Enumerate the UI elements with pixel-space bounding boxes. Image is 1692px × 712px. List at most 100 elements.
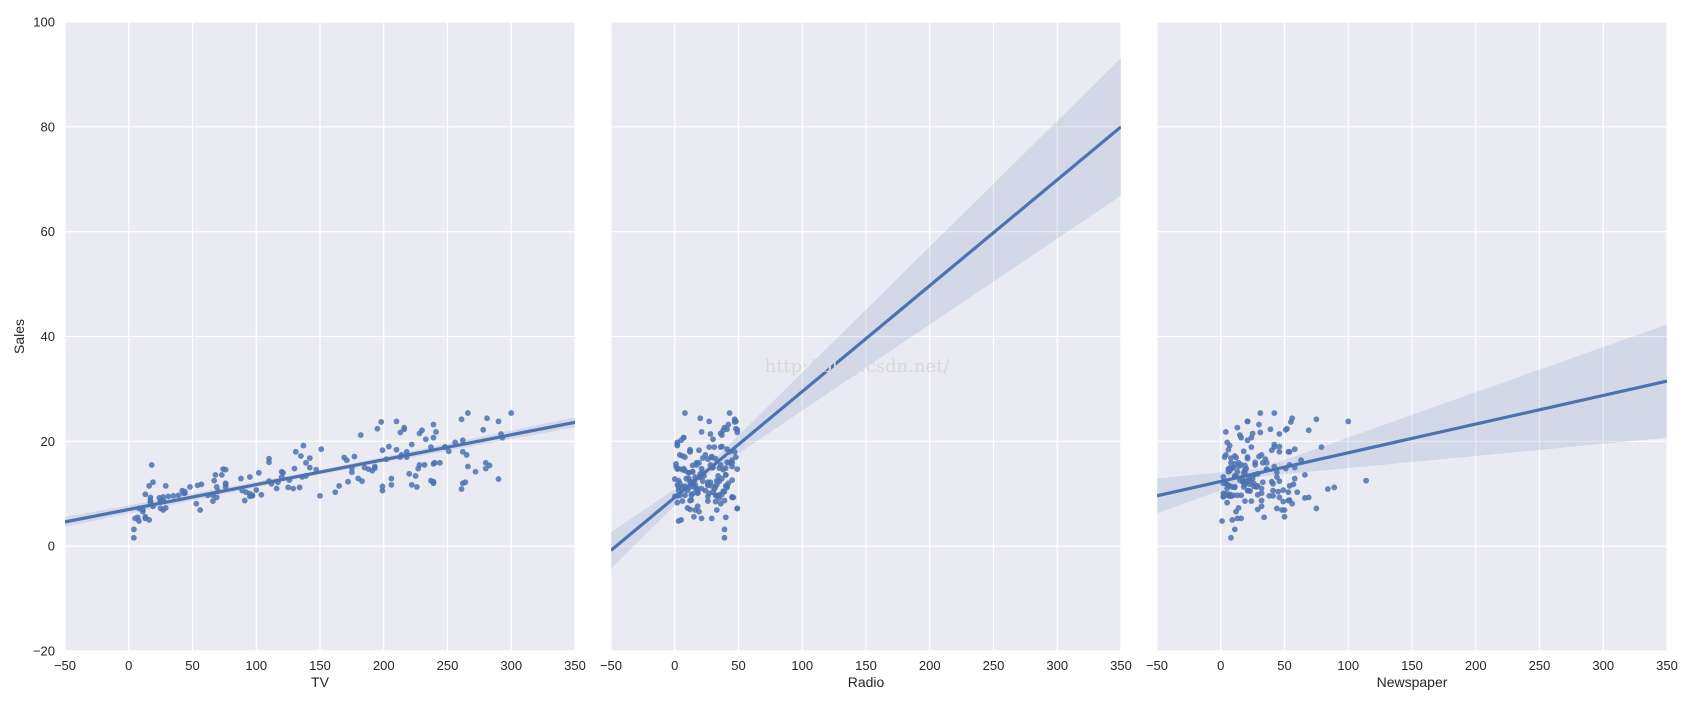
x-tick-label: 200 bbox=[919, 658, 941, 673]
scatter-point bbox=[708, 515, 715, 522]
panels: −50 0 50 100 150 200 250 300 350 TV −20 0 20 40 60 80 10… bbox=[11, 15, 1678, 691]
scatter-point bbox=[1302, 471, 1308, 478]
scatter-point bbox=[459, 437, 466, 444]
scatter-point bbox=[719, 475, 725, 482]
x-tick-label: 150 bbox=[855, 658, 877, 673]
scatter-point bbox=[682, 410, 688, 416]
scatter-point bbox=[428, 444, 434, 450]
scatter-point bbox=[150, 479, 156, 486]
x-tick-label: 250 bbox=[437, 658, 459, 673]
scatter-point bbox=[379, 483, 386, 490]
scatter-point bbox=[721, 497, 728, 504]
scatter-point bbox=[711, 486, 718, 492]
scatter-point bbox=[696, 447, 702, 454]
scatter-point bbox=[1271, 410, 1278, 416]
scatter-point bbox=[359, 478, 365, 485]
scatter-point bbox=[175, 492, 182, 499]
scatter-point bbox=[465, 463, 471, 470]
scatter-point bbox=[1248, 498, 1255, 504]
scatter-point bbox=[705, 498, 711, 504]
scatter-point bbox=[222, 480, 229, 487]
scatter-point bbox=[699, 478, 706, 485]
x-axis-label: Newspaper bbox=[1377, 674, 1448, 690]
x-tick-label: 350 bbox=[564, 658, 586, 673]
scatter-point bbox=[721, 534, 728, 541]
scatter-point bbox=[734, 426, 741, 433]
scatter-point bbox=[422, 436, 429, 443]
scatter-point bbox=[170, 492, 177, 499]
scatter-point bbox=[1271, 444, 1278, 450]
scatter-point bbox=[306, 455, 313, 462]
scatter-point bbox=[711, 444, 718, 450]
scatter-point bbox=[1276, 431, 1283, 437]
scatter-point bbox=[187, 484, 193, 490]
scatter-point bbox=[266, 455, 272, 462]
scatter-point bbox=[1234, 468, 1241, 475]
x-tick-label: 50 bbox=[1277, 658, 1291, 673]
scatter-point bbox=[1324, 486, 1331, 492]
scatter-point bbox=[130, 526, 137, 533]
scatter-point bbox=[378, 419, 385, 425]
scatter-point bbox=[1248, 444, 1255, 450]
scatter-point bbox=[726, 410, 733, 416]
x-tick-label: −50 bbox=[1146, 658, 1168, 673]
scatter-point bbox=[408, 441, 415, 448]
scatter-point bbox=[1258, 497, 1265, 504]
scatter-point bbox=[1263, 459, 1270, 466]
x-tick-label: 100 bbox=[791, 658, 813, 673]
x-tick-label: 100 bbox=[245, 658, 267, 673]
scatter-point bbox=[1224, 499, 1231, 506]
scatter-point bbox=[694, 503, 701, 510]
scatter-point bbox=[1234, 515, 1241, 522]
y-axis-label: Sales bbox=[11, 319, 27, 354]
y-tick-label: 20 bbox=[41, 434, 55, 449]
scatter-point bbox=[480, 426, 487, 433]
x-axis-label: Radio bbox=[848, 674, 885, 690]
scatter-point bbox=[1276, 448, 1283, 455]
x-axis-label: TV bbox=[311, 674, 330, 690]
scatter-point bbox=[374, 425, 381, 432]
scatter-point bbox=[699, 455, 706, 462]
scatter-point bbox=[1273, 469, 1280, 476]
scatter-point bbox=[719, 432, 725, 438]
scatter-point bbox=[1302, 495, 1308, 501]
scatter-point bbox=[351, 453, 358, 460]
scatter-point bbox=[218, 471, 225, 478]
x-tick-label: 350 bbox=[1110, 658, 1132, 673]
scatter-point bbox=[734, 505, 741, 512]
scatter-point bbox=[459, 448, 466, 455]
scatter-point bbox=[706, 444, 713, 450]
scatter-point bbox=[445, 448, 452, 455]
scatter-point bbox=[1276, 443, 1283, 450]
scatter-point bbox=[436, 459, 443, 466]
scatter-point bbox=[393, 446, 400, 453]
scatter-point bbox=[1279, 507, 1285, 513]
scatter-point bbox=[1276, 494, 1283, 501]
scatter-point bbox=[393, 418, 400, 425]
scatter-point bbox=[1239, 478, 1246, 485]
scatter-point bbox=[403, 448, 410, 455]
scatter-point bbox=[303, 459, 309, 466]
scatter-point bbox=[348, 469, 355, 476]
scatter-point bbox=[130, 534, 137, 541]
scatter-point bbox=[1220, 493, 1227, 500]
scatter-point bbox=[222, 466, 229, 473]
scatter-point bbox=[361, 464, 368, 471]
x-tick-label: 100 bbox=[1337, 658, 1359, 673]
scatter-point bbox=[1256, 453, 1262, 460]
scatter-point bbox=[1261, 514, 1267, 521]
scatter-point bbox=[696, 508, 702, 515]
scatter-point bbox=[694, 490, 701, 497]
scatter-point bbox=[1318, 444, 1325, 450]
scatter-point bbox=[1259, 479, 1266, 486]
scatter-point bbox=[258, 491, 265, 498]
scatter-point bbox=[1224, 439, 1231, 446]
scatter-point bbox=[1231, 526, 1238, 533]
scatter-point bbox=[696, 459, 702, 466]
scatter-point bbox=[416, 430, 423, 437]
scatter-point bbox=[725, 421, 732, 428]
scatter-point bbox=[300, 442, 307, 449]
x-tick-label: 250 bbox=[983, 658, 1005, 673]
scatter-point bbox=[297, 453, 304, 459]
scatter-point bbox=[1252, 462, 1259, 468]
